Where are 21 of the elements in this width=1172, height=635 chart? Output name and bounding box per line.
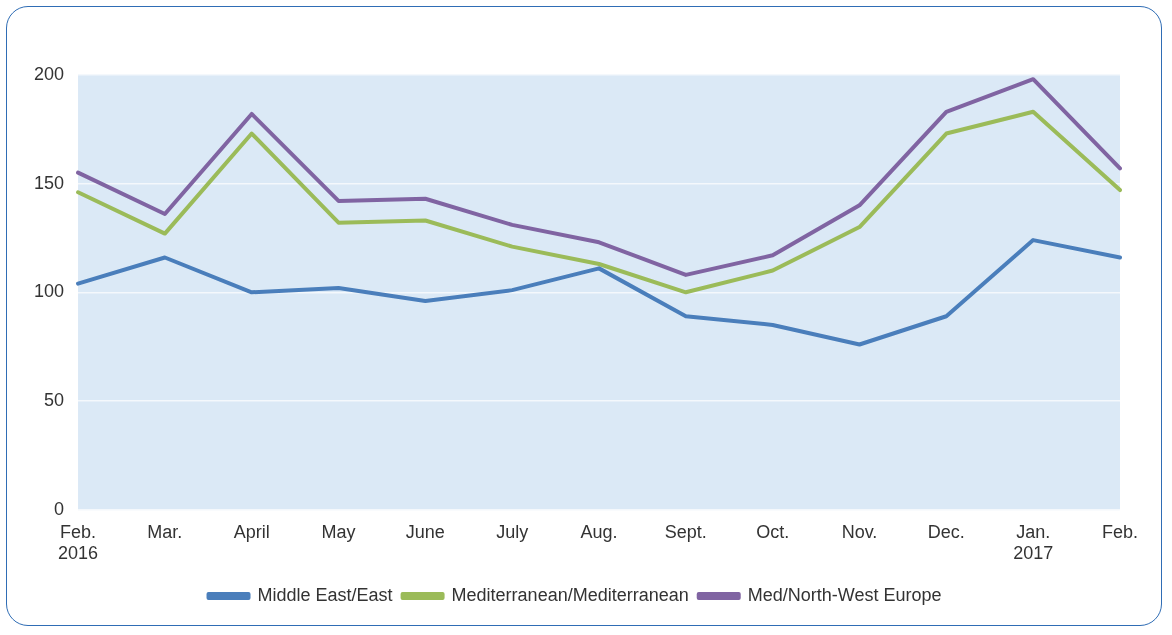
x-tick-label: Sept. [664,521,707,542]
x-tick-label: June [405,521,445,542]
y-tick-label: 0 [54,498,65,519]
x-tick-label: July [496,521,529,542]
x-tick-label: Oct. [756,521,790,542]
legend-label: Middle East/East [257,584,393,605]
x-tick-label: Feb. [1101,521,1139,542]
x-tick-label: Jan. 2017 [1013,521,1054,564]
y-tick-label: 100 [33,281,65,302]
x-tick-label: May [321,521,356,542]
x-tick-label: Aug. [580,521,618,542]
legend-label: Mediterranean/Mediterranean [451,584,689,605]
y-tick-label: 200 [33,63,65,84]
x-tick-label: Nov. [841,521,878,542]
x-tick-label: April [233,521,270,542]
x-tick-label: Feb. 2016 [58,521,99,564]
x-tick-label: Dec. [927,521,965,542]
x-tick-label: Mar. [147,521,183,542]
legend-label: Med/North-West Europe [747,584,942,605]
y-tick-label: 150 [33,172,65,193]
y-tick-label: 50 [44,390,65,411]
